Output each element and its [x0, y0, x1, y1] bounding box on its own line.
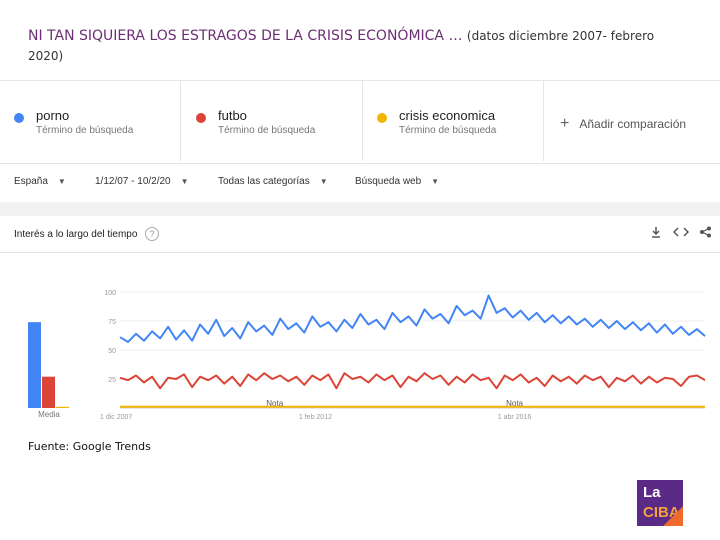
region-dropdown[interactable]: España ▼ [14, 176, 66, 187]
term-name: crisis economica [399, 108, 496, 123]
add-comparison-label: Añadir comparación [579, 117, 687, 131]
y-tick-label: 50 [108, 348, 116, 355]
caret-down-icon: ▼ [319, 177, 328, 186]
y-tick-label: 75 [108, 319, 116, 326]
term-type: Término de búsqueda [218, 125, 316, 136]
average-bar [42, 376, 55, 408]
logo-line-1: La [643, 484, 661, 501]
chart-annotation: Nota [266, 399, 283, 408]
slide-title-note: (datos diciembre 2007- febrero 2020) [28, 29, 655, 63]
average-bar [56, 406, 69, 408]
date-range-value: 1/12/07 - 10/2/20 [95, 176, 171, 187]
term-color-dot [377, 113, 387, 123]
series-line [119, 372, 706, 390]
la-ciba-logo: La CIBA [637, 480, 683, 526]
source-note: Fuente: Google Trends [28, 440, 151, 453]
term-type: Término de búsqueda [399, 125, 497, 136]
caret-down-icon: ▼ [57, 177, 66, 186]
slide-title: NI TAN SIQUIERA LOS ESTRAGOS DE LA CRISI… [28, 26, 688, 66]
category-value: Todas las categorías [218, 176, 310, 187]
caret-down-icon: ▼ [431, 177, 440, 186]
term-type: Término de búsqueda [36, 125, 134, 136]
slide-title-text: NI TAN SIQUIERA LOS ESTRAGOS DE LA CRISI… [28, 28, 463, 44]
term-name: futbo [218, 108, 247, 123]
divider [543, 81, 544, 161]
section-divider [0, 202, 720, 216]
term-futbo[interactable]: futbo Término de búsqueda [196, 81, 346, 161]
interest-panel-header: Interés a lo largo del tiempo ? [0, 216, 720, 253]
average-label: Media [38, 410, 60, 419]
embed-icon[interactable] [672, 226, 690, 241]
term-crisis-economica[interactable]: crisis economica Término de búsqueda [377, 81, 537, 161]
filters-bar: España ▼ 1/12/07 - 10/2/20 ▼ Todas las cat… [0, 170, 720, 194]
plus-icon: + [560, 115, 570, 132]
region-value: España [14, 176, 48, 187]
share-icon[interactable] [699, 226, 712, 241]
search-terms-bar: porno Término de búsqueda futbo Término … [0, 80, 720, 164]
category-dropdown[interactable]: Todas las categorías ▼ [218, 176, 328, 187]
term-color-dot [14, 113, 24, 123]
caret-down-icon: ▼ [180, 177, 189, 186]
y-tick-label: 25 [108, 377, 116, 384]
divider [362, 81, 363, 161]
date-range-dropdown[interactable]: 1/12/07 - 10/2/20 ▼ [95, 176, 189, 187]
term-name: porno [36, 108, 70, 123]
search-type-value: Búsqueda web [355, 176, 422, 187]
x-tick-label: 1 feb 2012 [299, 414, 332, 421]
divider [180, 81, 181, 161]
x-tick-label: 1 dic 2007 [100, 414, 132, 421]
series-line [119, 294, 706, 343]
x-tick-label: 1 abr 2016 [498, 414, 532, 421]
y-tick-label: 100 [104, 290, 116, 297]
average-bar [28, 322, 41, 408]
panel-title: Interés a lo largo del tiempo [14, 229, 138, 240]
download-icon[interactable] [650, 226, 662, 241]
term-color-dot [196, 113, 206, 123]
search-type-dropdown[interactable]: Búsqueda web ▼ [355, 176, 439, 187]
add-comparison-button[interactable]: + Añadir comparación [560, 115, 686, 133]
chart-annotation: Nota [506, 399, 523, 408]
help-icon[interactable]: ? [145, 227, 159, 241]
interest-over-time-chart: Media 100 75 50 25 1 dic 2007 1 feb 2012 1 ab… [28, 290, 706, 421]
term-porno[interactable]: porno Término de búsqueda [14, 81, 164, 161]
